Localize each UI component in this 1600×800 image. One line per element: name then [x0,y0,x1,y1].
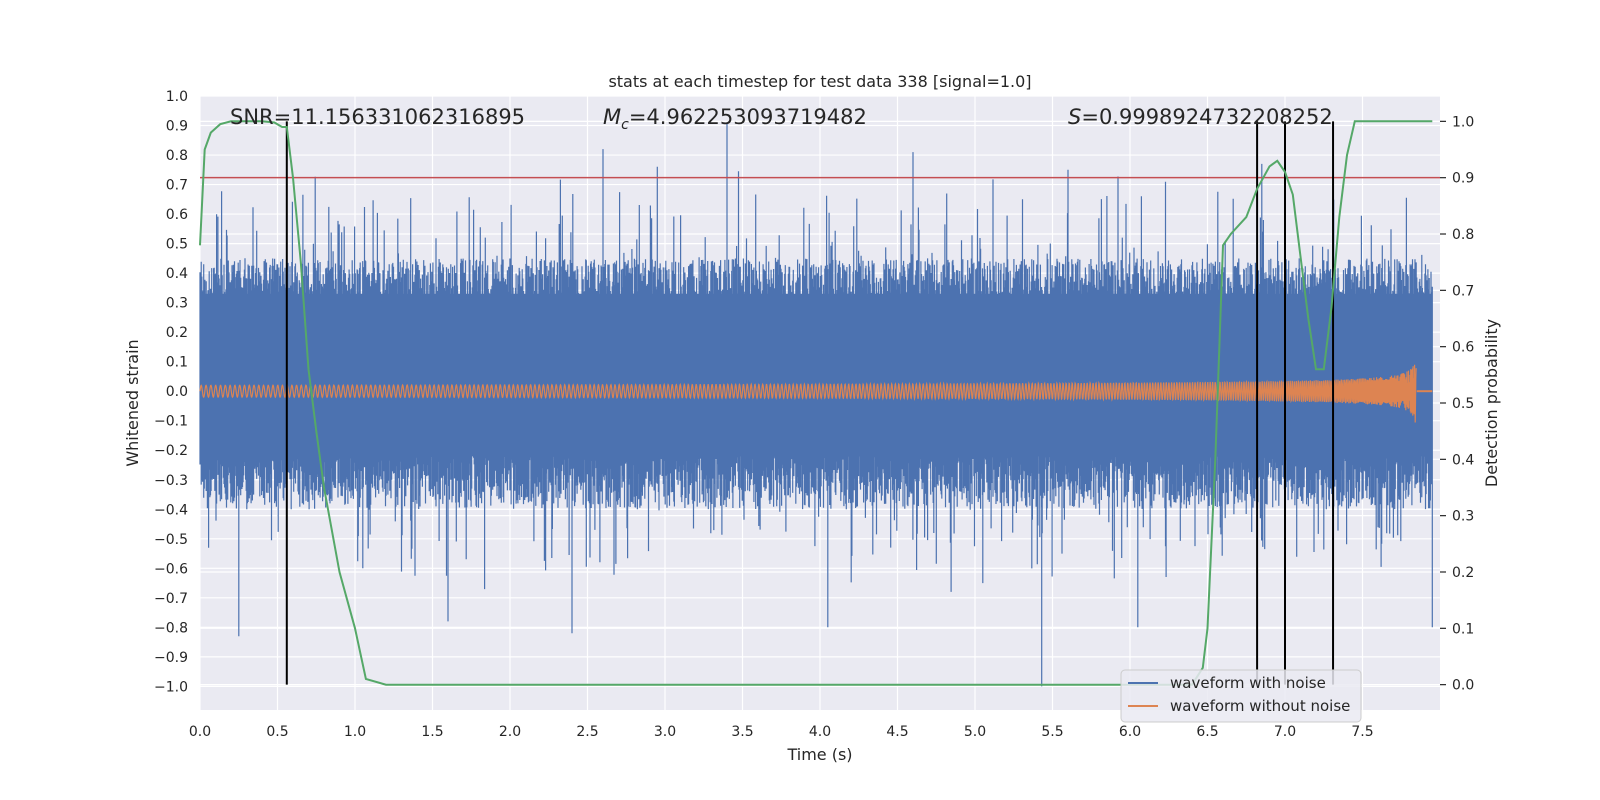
score-symbol: S [1068,105,1081,129]
y-tick-label: 0.7 [166,178,188,194]
x-tick-label: 1.0 [344,724,366,740]
y-tick-label: −1.0 [154,679,188,695]
x-tick-label: 4.0 [809,724,831,740]
score-value: =0.9998924732208252 [1081,105,1332,129]
y-tick-label: 1.0 [166,89,188,105]
y-tick-label: 0.8 [166,148,188,164]
y2-tick-label: 0.9 [1452,171,1474,187]
legend: waveform with noise waveform without noi… [1120,669,1362,723]
y-tick-label: 0.2 [166,325,188,341]
chirp-mass-value: =4.962253093719482 [629,105,867,129]
x-tick-label: 1.5 [421,724,443,740]
axis-ticks: 0.0 0.5 1.0 1.5 2.0 2.5 3.0 3.5 4.0 4.5 5.0 5.5 6.0 6… [154,89,1474,740]
x-tick-label: 7.5 [1351,724,1373,740]
x-tick-label: 3.5 [731,724,753,740]
y-tick-label: −0.2 [154,443,188,459]
x-tick-label: 3.0 [654,724,676,740]
x-tick-label: 2.5 [576,724,598,740]
waveform-with-noise-series [199,122,1433,687]
x-tick-label: 0.5 [266,724,288,740]
y-tick-label: −0.8 [154,620,188,636]
legend-box [1120,669,1362,723]
clean-waveform-line [199,364,1417,423]
y-tick-label: −0.7 [154,591,188,607]
y-tick-label: 0.9 [166,119,188,135]
y2-tick-label: 0.3 [1452,509,1474,525]
y-tick-label: 0.5 [166,237,188,253]
y2-tick-label: 0.8 [1452,227,1474,243]
chirp-mass-symbol: M [603,105,621,129]
snr-annotation: SNR=11.156331062316895 [230,105,525,129]
y2-axis-label: Detection probability [1482,319,1501,487]
x-axis-label: Time (s) [786,745,852,764]
y-tick-label: −0.1 [154,414,188,430]
y2-tick-label: 0.2 [1452,565,1474,581]
legend-label-clean: waveform without noise [1170,697,1350,715]
y-tick-label: 0.0 [166,384,188,400]
y2-tick-label: 0.7 [1452,283,1474,299]
y-tick-label: 0.1 [166,355,188,371]
y-tick-label: 0.3 [166,296,188,312]
x-tick-label: 6.5 [1196,724,1218,740]
x-tick-label: 2.0 [499,724,521,740]
y-tick-label: 0.6 [166,207,188,223]
x-tick-label: 5.0 [964,724,986,740]
chirp-mass-annotation: Mc=4.962253093719482 [603,105,867,133]
y-tick-label: −0.5 [154,532,188,548]
y-axis-label: Whitened strain [123,339,142,466]
x-tick-label: 5.5 [1041,724,1063,740]
waveform-without-noise-series [199,364,1433,423]
x-tick-label: 7.0 [1274,724,1296,740]
y-tick-label: −0.9 [154,650,188,666]
event-markers [285,121,1335,685]
y-tick-label: −0.6 [154,561,188,577]
y2-tick-label: 1.0 [1452,114,1474,130]
y2-tick-label: 0.1 [1452,621,1474,637]
score-annotation: S=0.9998924732208252 [1068,105,1333,129]
y2-tick-label: 0.0 [1452,678,1474,694]
chirp-mass-subscript: c [621,117,629,133]
chart-title: stats at each timestep for test data 338… [608,72,1031,91]
y-tick-label: −0.3 [154,473,188,489]
y2-tick-label: 0.5 [1452,396,1474,412]
legend-label-noise: waveform with noise [1170,674,1326,692]
y-tick-label: 0.4 [166,266,188,282]
x-tick-label: 4.5 [886,724,908,740]
y2-tick-label: 0.4 [1452,452,1474,468]
y2-tick-label: 0.6 [1452,340,1474,356]
y-tick-label: −0.4 [154,502,188,518]
x-tick-label: 6.0 [1119,724,1141,740]
x-tick-label: 0.0 [189,724,211,740]
